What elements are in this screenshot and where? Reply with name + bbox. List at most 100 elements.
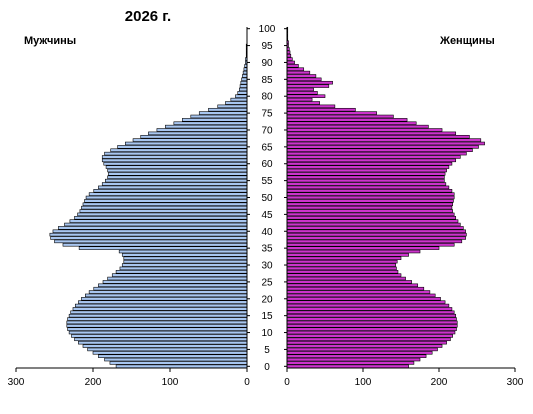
female-bar-age-36 [286, 243, 455, 247]
male-bar-age-84 [240, 80, 248, 85]
age-tick-label-95: 95 [261, 41, 273, 52]
female-bar-age-57 [286, 172, 446, 176]
male-bar-age-9 [71, 334, 248, 338]
female-bar-age-55 [286, 178, 445, 183]
male-bar-age-62 [101, 155, 248, 159]
female-bar-age-80 [286, 94, 326, 98]
female-bar-age-19 [286, 300, 446, 304]
age-tick-label-90: 90 [261, 58, 273, 69]
male-bar-age-48 [82, 202, 248, 206]
male-bar-age-1 [109, 361, 248, 365]
female-bar-age-43 [286, 219, 459, 223]
female-bar-age-91 [286, 57, 293, 61]
female-bar-age-27 [286, 273, 402, 277]
male-bar-age-54 [101, 182, 248, 186]
male-bar-age-63 [104, 151, 248, 156]
age-tick-label-10: 10 [261, 328, 273, 339]
male-bar-age-85 [241, 77, 248, 82]
female-bar-age-1 [286, 361, 415, 365]
female-bar-age-11 [286, 327, 457, 331]
male-bar-age-22 [88, 290, 248, 294]
female-bar-age-56 [286, 175, 445, 179]
female-bar-age-47 [286, 205, 453, 210]
male-x-tick-label-300: 300 [8, 377, 25, 388]
female-bar-age-75 [286, 111, 377, 115]
male-bar-age-39 [49, 232, 248, 237]
age-tick-label-25: 25 [261, 277, 273, 288]
male-bar-age-21 [85, 293, 248, 298]
male-bar-age-65 [117, 145, 248, 149]
age-axis-ticks: 0 5 10 15 20 25 30 35 40 45 50 55 60 65 70 75 80 85 90 95 10… [247, 24, 287, 373]
age-tick-label-20: 20 [261, 294, 273, 305]
female-bar-age-48 [286, 202, 453, 206]
male-bar-age-81 [237, 91, 248, 95]
female-bar-age-20 [286, 297, 441, 301]
male-bar-age-80 [235, 94, 248, 98]
female-bar-age-71 [286, 124, 429, 129]
female-bar-age-50 [286, 195, 455, 200]
female-bar-age-88 [286, 67, 305, 71]
female-label: Женщины [439, 35, 495, 47]
age-tick-label-35: 35 [261, 244, 273, 255]
male-bar-age-83 [239, 84, 248, 88]
male-bar-age-56 [107, 175, 248, 179]
male-label: Мужчины [24, 35, 76, 47]
female-bar-age-68 [286, 134, 470, 139]
female-bar-age-74 [286, 114, 394, 119]
male-bar-age-6 [82, 344, 248, 348]
male-bar-age-40 [52, 229, 248, 233]
female-bar-age-52 [286, 189, 453, 193]
female-bar-age-65 [286, 145, 479, 149]
male-bar-age-41 [58, 226, 248, 230]
female-bar-age-49 [286, 199, 454, 203]
female-bar-age-13 [286, 320, 458, 325]
male-bar-age-38 [50, 236, 248, 240]
male-bar-age-51 [88, 192, 248, 196]
female-bar-age-54 [286, 182, 447, 186]
female-bar-age-40 [286, 229, 466, 233]
female-bar-age-76 [286, 107, 356, 112]
male-bar-age-74 [190, 114, 248, 119]
female-bar-age-6 [286, 344, 443, 348]
male-x-tick-label-100: 100 [162, 377, 179, 388]
female-bar-age-23 [286, 286, 425, 291]
male-bar-age-2 [104, 357, 248, 362]
male-bar-age-58 [107, 168, 248, 173]
female-x-axis-ticks: 0 100 200 300 [284, 368, 524, 388]
male-bar-age-11 [67, 327, 248, 331]
male-bar-age-59 [105, 165, 248, 169]
female-bar-age-2 [286, 357, 421, 362]
female-bar-age-3 [286, 354, 427, 358]
male-bar-age-64 [110, 148, 248, 152]
age-tick-label-0: 0 [264, 362, 270, 373]
female-bar-age-4 [286, 351, 433, 355]
female-bar-age-14 [286, 317, 457, 321]
male-bar-age-78 [225, 101, 248, 105]
female-bar-age-85 [286, 77, 322, 82]
male-bar-age-42 [64, 222, 248, 227]
female-bar-age-32 [286, 256, 402, 261]
female-bars [286, 26, 485, 369]
male-bar-age-26 [107, 276, 248, 281]
male-bar-age-29 [119, 266, 248, 271]
female-bar-age-35 [286, 246, 440, 250]
male-bar-age-3 [98, 354, 248, 358]
male-bar-age-47 [81, 205, 248, 210]
female-bar-age-9 [286, 334, 453, 338]
male-bar-age-35 [78, 246, 248, 250]
male-bar-age-32 [123, 256, 248, 261]
female-bar-age-84 [286, 80, 333, 85]
female-bar-age-72 [286, 121, 417, 125]
age-tick-label-70: 70 [261, 125, 273, 136]
age-tick-label-50: 50 [261, 193, 273, 204]
male-bar-age-12 [66, 324, 248, 328]
male-bar-age-77 [217, 104, 248, 109]
female-bar-age-66 [286, 141, 485, 146]
male-x-tick-label-0: 0 [244, 377, 250, 388]
female-bar-age-53 [286, 185, 450, 190]
female-bar-age-30 [286, 263, 396, 267]
female-bar-age-62 [286, 155, 461, 159]
male-bar-age-75 [198, 111, 248, 115]
male-bar-age-8 [74, 337, 248, 342]
male-bar-age-27 [111, 273, 248, 277]
